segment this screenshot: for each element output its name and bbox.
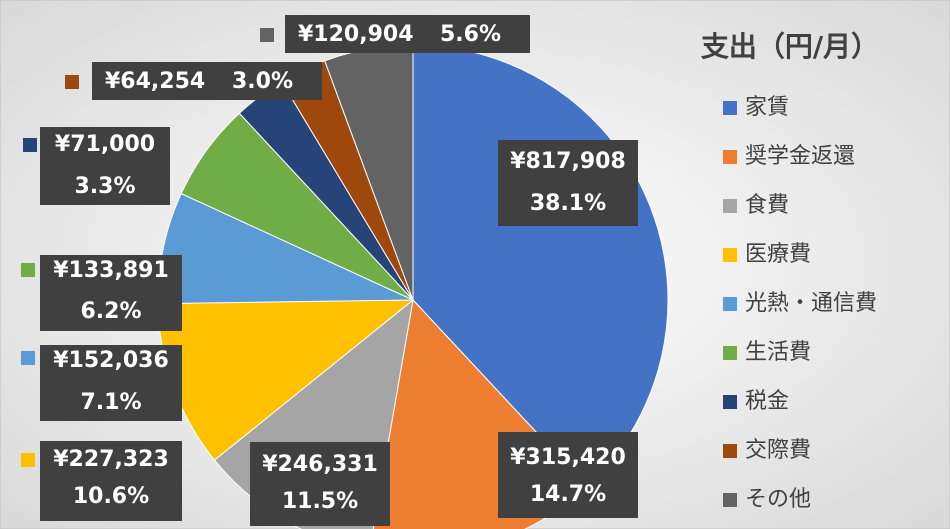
data-label-box	[92, 62, 322, 100]
legend-label: 医療費	[745, 242, 811, 267]
legend-key	[723, 297, 737, 311]
data-label-box	[40, 441, 182, 521]
legend-label: 光熱・通信費	[745, 291, 877, 316]
data-label-key	[21, 453, 35, 467]
legend-key	[723, 444, 737, 458]
legend-label: 交際費	[745, 438, 811, 463]
data-label: ¥64,254	[105, 69, 205, 94]
data-label: ¥246,331	[262, 452, 378, 477]
legend-label: 生活費	[745, 340, 811, 365]
legend-key	[723, 346, 737, 360]
data-label-key	[65, 75, 79, 89]
data-label: 10.6%	[73, 484, 149, 509]
data-label: 5.6%	[440, 22, 501, 47]
data-label: ¥133,891	[53, 258, 169, 283]
legend-label: 食費	[745, 193, 789, 218]
legend-key	[723, 248, 737, 262]
data-label: ¥315,420	[510, 445, 626, 470]
data-label-box	[285, 15, 530, 53]
data-label: 3.0%	[232, 69, 293, 94]
data-label: 38.1%	[530, 191, 606, 216]
data-label: 14.7%	[530, 482, 606, 507]
data-label-box	[250, 442, 390, 526]
data-label: ¥120,904	[298, 22, 414, 47]
data-label-box	[40, 255, 182, 331]
legend-key	[723, 150, 737, 164]
data-label-box	[40, 345, 182, 421]
data-label-key	[260, 28, 274, 42]
data-label-key	[21, 351, 35, 365]
data-label-box	[498, 140, 638, 226]
legend-label: その他	[745, 487, 811, 512]
legend-label: 家賃	[745, 95, 789, 120]
data-label: 6.2%	[80, 299, 141, 324]
data-label-box	[498, 432, 638, 518]
data-label-key	[229, 458, 243, 472]
chart-title: 支出（円/月）	[701, 30, 879, 63]
data-label-box	[40, 127, 170, 205]
legend-key	[723, 101, 737, 115]
legend-key	[723, 395, 737, 409]
data-label: ¥152,036	[53, 348, 169, 373]
data-label: 11.5%	[282, 489, 358, 514]
data-label-key	[21, 263, 35, 277]
legend-key	[723, 199, 737, 213]
legend-label: 奨学金返還	[745, 144, 855, 169]
data-label: ¥817,908	[510, 149, 626, 174]
legend-label: 税金	[745, 389, 789, 414]
data-label: 7.1%	[80, 390, 141, 415]
data-label-key	[23, 138, 37, 152]
legend-key	[723, 493, 737, 507]
data-label: ¥227,323	[53, 447, 169, 472]
data-label: 3.3%	[74, 174, 135, 199]
data-label: ¥71,000	[55, 132, 155, 157]
